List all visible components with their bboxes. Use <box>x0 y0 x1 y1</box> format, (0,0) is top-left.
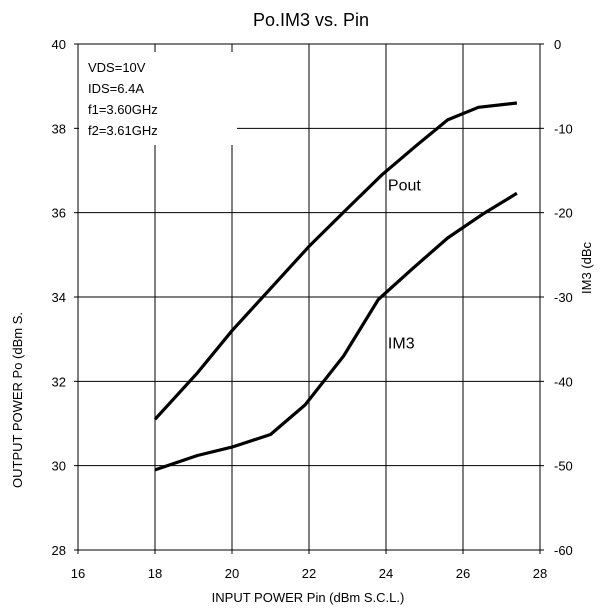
y-tick-label: 32 <box>52 374 66 389</box>
y2-tick-label: -50 <box>554 459 573 474</box>
y2-tick-label: -40 <box>554 374 573 389</box>
conditions-text: VDS=10V IDS=6.4A f1=3.60GHz f2=3.61GHz <box>88 60 158 138</box>
axis-ticks: 16 18 20 22 24 26 28 28 30 32 34 36 38 40 -60 -50 -40 -30… <box>52 37 573 581</box>
series-line-pout <box>153 101 518 421</box>
y2-tick-label: -30 <box>554 290 573 305</box>
series-annotations: Pout IM3 <box>388 178 421 353</box>
y-tick-label: 38 <box>52 121 66 136</box>
chart-title: Po.IM3 vs. Pin <box>253 10 369 30</box>
y2-axis-label: IM3 (dBc <box>579 241 594 294</box>
y2-tick-label: -20 <box>554 206 573 221</box>
x-tick-label: 22 <box>302 566 316 581</box>
condition-f1: f1=3.60GHz <box>88 102 158 117</box>
x-tick-label: 16 <box>71 566 85 581</box>
condition-ids: IDS=6.4A <box>88 81 144 96</box>
x-tick-label: 18 <box>148 566 162 581</box>
y-tick-label: 34 <box>52 290 66 305</box>
y-tick-label: 28 <box>52 543 66 558</box>
condition-f2: f2=3.61GHz <box>88 123 158 138</box>
y-axis-label: OUTPUT POWER Po (dBm S. <box>10 312 25 488</box>
y2-tick-label: -10 <box>554 121 573 136</box>
annotation-im3: IM3 <box>388 335 415 352</box>
x-tick-label: 26 <box>456 566 470 581</box>
conditions-box <box>79 52 237 145</box>
y2-tick-label: -60 <box>554 543 573 558</box>
annotation-pout: Pout <box>388 178 421 195</box>
y2-tick-label: 0 <box>554 37 561 52</box>
x-tick-label: 24 <box>379 566 393 581</box>
condition-vds: VDS=10V <box>88 60 146 75</box>
series-layer <box>153 101 518 472</box>
x-tick-label: 20 <box>225 566 239 581</box>
x-axis-label: INPUT POWER Pin (dBm S.C.L.) <box>212 590 405 605</box>
y-tick-label: 36 <box>52 206 66 221</box>
series-line-im3 <box>154 191 518 472</box>
y-tick-label: 40 <box>52 37 66 52</box>
x-tick-label: 28 <box>533 566 547 581</box>
y-tick-label: 30 <box>52 459 66 474</box>
